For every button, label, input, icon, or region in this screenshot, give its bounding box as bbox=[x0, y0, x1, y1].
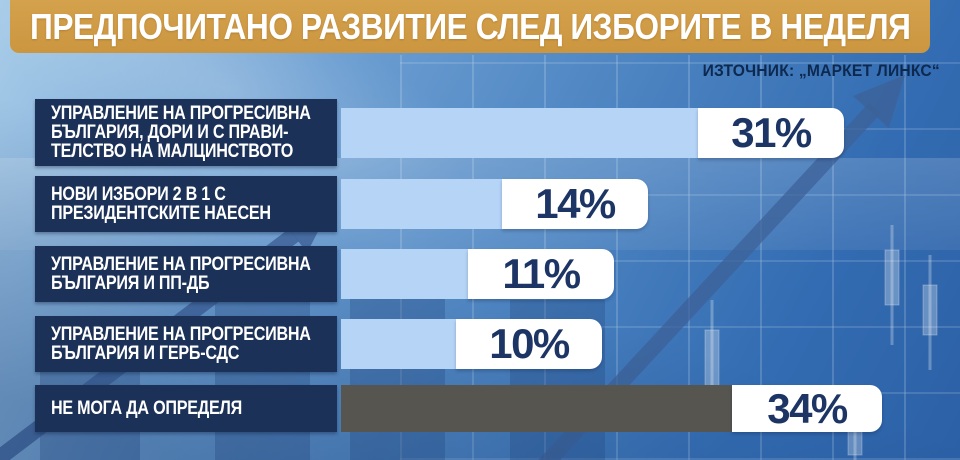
category-label-line: НЕ МОГА ДА ОПРЕДЕЛЯ bbox=[51, 398, 242, 419]
value-badge: 34% bbox=[732, 385, 882, 432]
category-label-line: НОВИ ИЗБОРИ 2 В 1 С bbox=[51, 184, 226, 205]
chart-row: НЕ МОГА ДА ОПРЕДЕЛЯ 34% bbox=[35, 385, 882, 432]
chart-row: НОВИ ИЗБОРИ 2 В 1 С ПРЕЗИДЕНТСКИТЕ НАЕСЕ… bbox=[35, 176, 648, 232]
chart-row: УПРАВЛЕНИЕ НА ПРОГРЕСИВНА БЪЛГАРИЯ И ПП-… bbox=[35, 246, 614, 302]
category-label-line: БЪЛГАРИЯ И ПП-ДБ bbox=[51, 273, 210, 294]
category-label: УПРАВЛЕНИЕ НА ПРОГРЕСИВНА БЪЛГАРИЯ И ГЕР… bbox=[35, 316, 337, 372]
category-label-line: БЪЛГАРИЯ И ГЕРБ-СДС bbox=[51, 343, 240, 364]
category-label-line: УПРАВЛЕНИЕ НА ПРОГРЕСИВНА bbox=[51, 254, 311, 275]
chart-row: УПРАВЛЕНИЕ НА ПРОГРЕСИВНА БЪЛГАРИЯ, ДОРИ… bbox=[35, 99, 844, 166]
category-label-line: ТЕЛСТВО НА МАЛЦИНСТВОТО bbox=[51, 141, 294, 162]
source-credit: ИЗТОЧНИК: „МАРКЕТ ЛИНКС“ bbox=[702, 61, 940, 80]
bar-fill bbox=[341, 107, 698, 158]
bar-fill bbox=[341, 385, 732, 432]
category-label-line: БЪЛГАРИЯ, ДОРИ И С ПРАВИ- bbox=[51, 122, 289, 143]
value-badge: 10% bbox=[456, 319, 602, 369]
value-badge: 31% bbox=[698, 107, 844, 158]
chart-row: УПРАВЛЕНИЕ НА ПРОГРЕСИВНА БЪЛГАРИЯ И ГЕР… bbox=[35, 316, 602, 372]
value-badge: 11% bbox=[468, 249, 614, 299]
category-label-line: УПРАВЛЕНИЕ НА ПРОГРЕСИВНА bbox=[51, 103, 311, 124]
category-label: УПРАВЛЕНИЕ НА ПРОГРЕСИВНА БЪЛГАРИЯ И ПП-… bbox=[35, 246, 337, 302]
category-label: УПРАВЛЕНИЕ НА ПРОГРЕСИВНА БЪЛГАРИЯ, ДОРИ… bbox=[35, 99, 337, 166]
bar-fill bbox=[341, 319, 456, 369]
category-label: НЕ МОГА ДА ОПРЕДЕЛЯ bbox=[35, 385, 337, 432]
header-bar: ПРЕДПОЧИТАНО РАЗВИТИЕ СЛЕД ИЗБОРИТЕ В НЕ… bbox=[10, 0, 930, 53]
candlestick-icons bbox=[704, 225, 938, 460]
category-label-line: ПРЕЗИДЕНТСКИТЕ НАЕСЕН bbox=[51, 203, 271, 224]
category-label: НОВИ ИЗБОРИ 2 В 1 С ПРЕЗИДЕНТСКИТЕ НАЕСЕ… bbox=[35, 176, 337, 232]
bar-fill bbox=[341, 249, 468, 299]
bar-fill bbox=[341, 179, 502, 229]
value-badge: 14% bbox=[502, 179, 648, 229]
page-title: ПРЕДПОЧИТАНО РАЗВИТИЕ СЛЕД ИЗБОРИТЕ В НЕ… bbox=[29, 5, 911, 47]
category-label-line: УПРАВЛЕНИЕ НА ПРОГРЕСИВНА bbox=[51, 324, 311, 345]
